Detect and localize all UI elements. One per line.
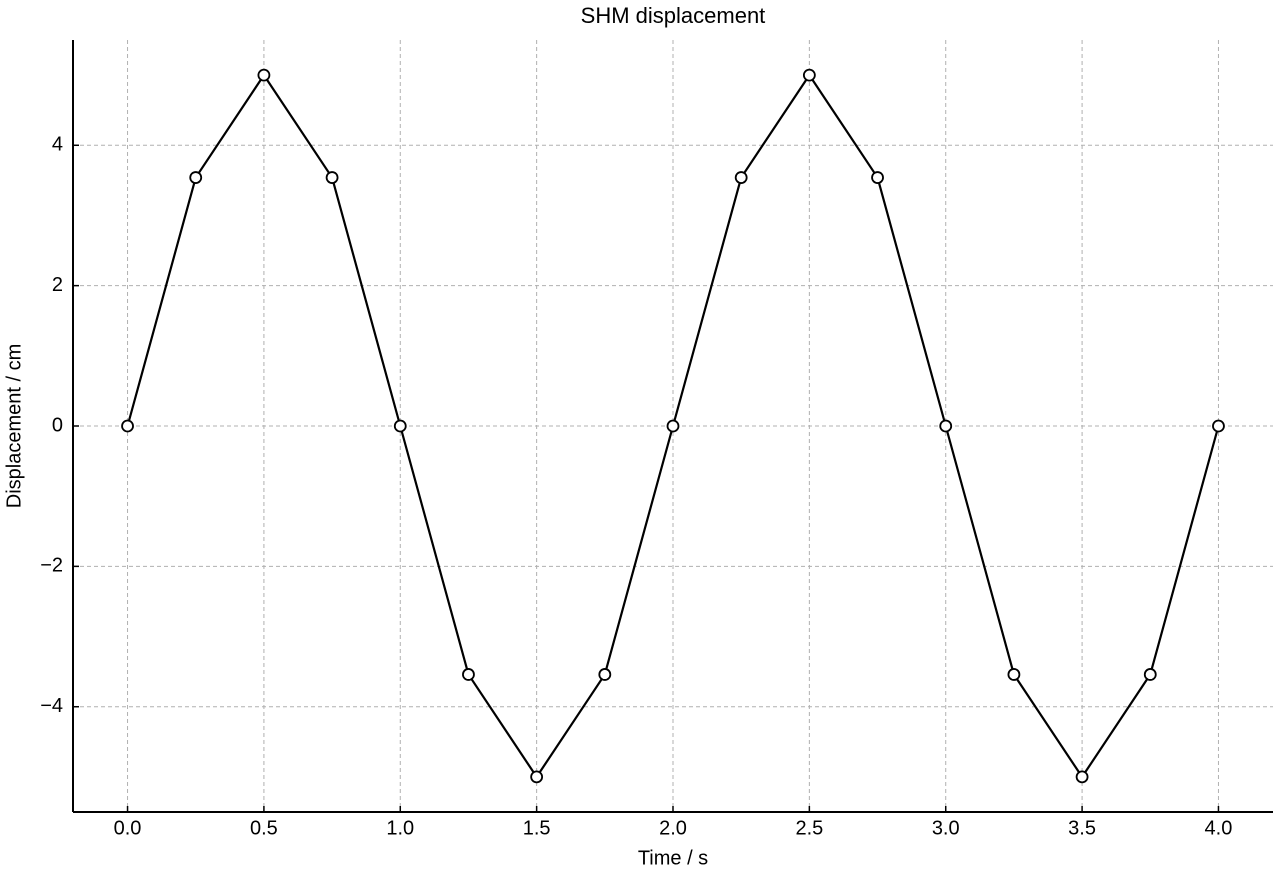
data-point <box>734 171 748 184</box>
data-point <box>257 68 271 82</box>
x-tick-label: 2.0 <box>659 817 687 839</box>
x-tick-label: 3.0 <box>932 817 960 839</box>
x-tick-label: 2.5 <box>795 817 823 839</box>
data-point <box>189 171 203 184</box>
data-point <box>393 419 407 433</box>
chart-title: SHM displacement <box>581 3 766 28</box>
data-point <box>325 171 339 184</box>
data-point <box>1007 668 1021 681</box>
data-point <box>871 171 884 184</box>
data-point <box>598 668 612 681</box>
x-tick-label: 4.0 <box>1205 817 1233 839</box>
data-point <box>1212 419 1225 433</box>
x-tick-label: 0.0 <box>114 817 142 839</box>
data-point <box>462 668 475 681</box>
y-axis-label: Displacement / cm <box>3 344 25 509</box>
x-tick-label: 1.0 <box>386 817 414 839</box>
data-point <box>939 419 953 433</box>
y-tick-label: 0 <box>52 414 63 436</box>
data-point <box>666 419 680 433</box>
y-tick-label: 2 <box>52 274 63 296</box>
y-tick-label: 4 <box>52 134 63 156</box>
data-point <box>530 770 544 784</box>
data-point <box>802 68 816 82</box>
x-tick-label: 1.5 <box>523 817 551 839</box>
data-point <box>121 419 134 433</box>
x-tick-label: 0.5 <box>250 817 278 839</box>
x-axis-label: Time / s <box>638 847 708 869</box>
y-tick-label: −2 <box>40 555 63 577</box>
data-point <box>1075 770 1089 784</box>
y-tick-label: −4 <box>40 695 63 717</box>
x-tick-label: 3.5 <box>1068 817 1096 839</box>
data-point <box>1143 668 1157 681</box>
